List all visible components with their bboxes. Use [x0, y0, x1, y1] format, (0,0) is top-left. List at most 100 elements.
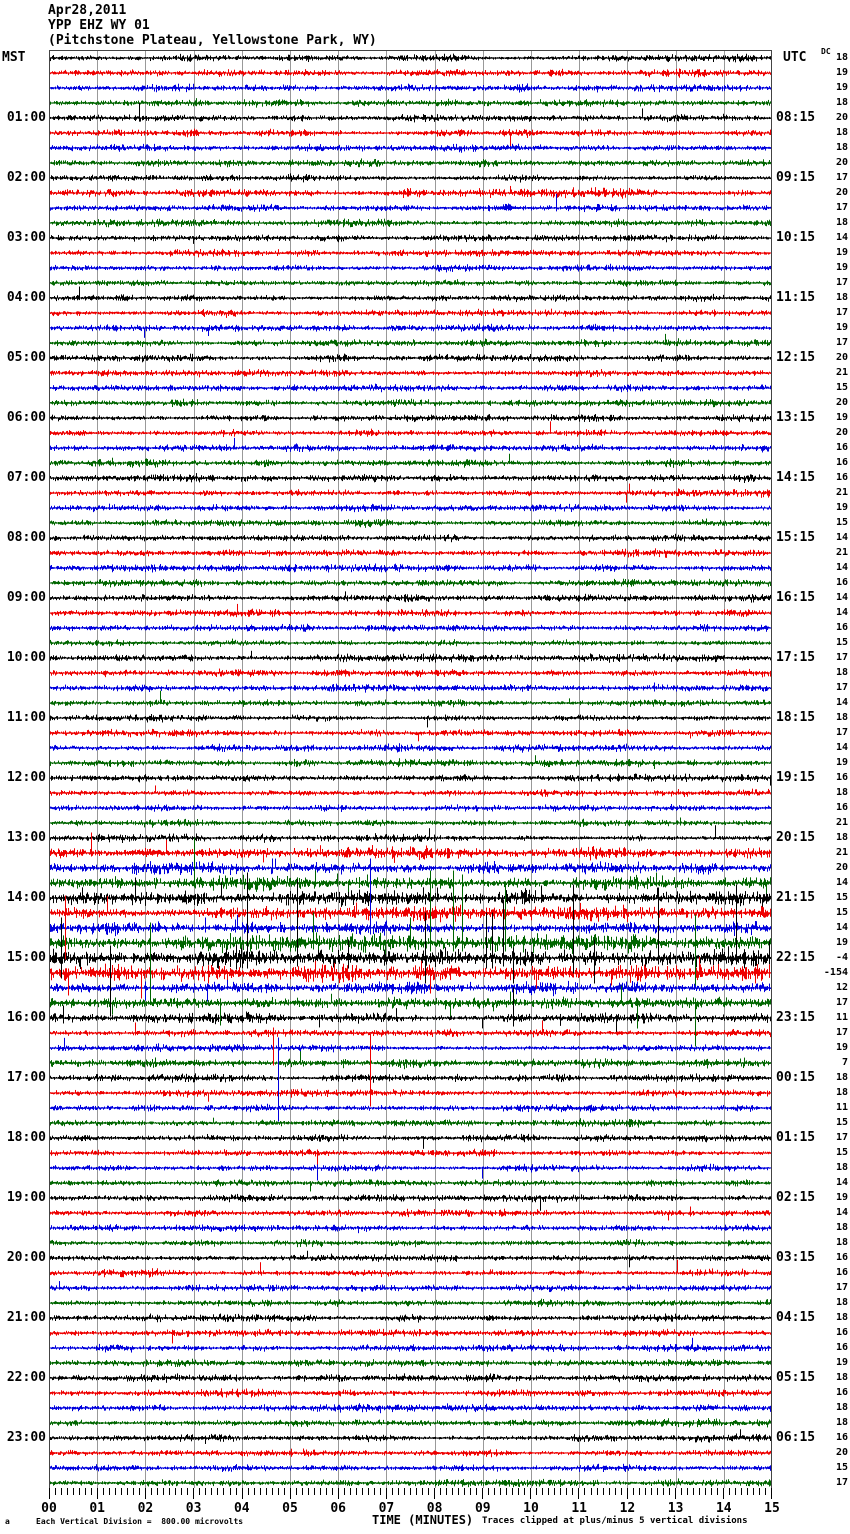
dc-offset-value: 20	[835, 1446, 848, 1458]
dc-column-label: DC	[821, 47, 831, 56]
footer-clip-note: Traces clipped at plus/minus 5 vertical …	[482, 1516, 748, 1526]
utc-time-label: 15:15	[776, 529, 816, 545]
utc-time-label: 03:15	[776, 1249, 816, 1265]
dc-offset-value: 18	[835, 1236, 848, 1248]
dc-offset-value: 14	[835, 561, 848, 573]
corner-mark: a	[5, 1517, 10, 1526]
dc-offset-value: 16	[835, 801, 848, 813]
dc-offset-value: 16	[835, 456, 848, 468]
dc-offset-value: 15	[835, 1461, 848, 1473]
utc-time-label: 22:15	[776, 949, 816, 965]
x-axis-tick-label: 08	[426, 1501, 443, 1516]
dc-offset-value: 17	[835, 171, 848, 183]
dc-offset-value: 14	[835, 591, 848, 603]
mst-time-label: 17:00	[6, 1069, 46, 1085]
dc-offset-value: 17	[835, 201, 848, 213]
dc-offset-value: 16	[835, 771, 848, 783]
dc-offset-value: 17	[835, 1476, 848, 1488]
utc-time-label: 18:15	[776, 709, 816, 725]
utc-time-label: 08:15	[776, 109, 816, 125]
dc-offset-value: 18	[835, 1161, 848, 1173]
dc-offset-value: 17	[835, 681, 848, 693]
dc-offset-value: 19	[835, 1041, 848, 1053]
mst-time-label: 22:00	[6, 1369, 46, 1385]
dc-offset-value: 14	[835, 1206, 848, 1218]
dc-offset-value: 7	[841, 1056, 848, 1068]
dc-offset-value: 20	[835, 156, 848, 168]
dc-offset-value: 18	[835, 291, 848, 303]
utc-time-label: 21:15	[776, 889, 816, 905]
dc-offset-value: 18	[835, 1401, 848, 1413]
dc-offset-value: 19	[835, 1191, 848, 1203]
dc-offset-value: 20	[835, 186, 848, 198]
mst-time-label: 12:00	[6, 769, 46, 785]
utc-time-label: 19:15	[776, 769, 816, 785]
x-axis-tick-label: 14	[715, 1501, 732, 1516]
mst-time-label: 09:00	[6, 589, 46, 605]
mst-time-label: 03:00	[6, 229, 46, 245]
utc-time-label: 14:15	[776, 469, 816, 485]
mst-time-label: 01:00	[6, 109, 46, 125]
header-station-location: (Pitchstone Plateau, Yellowstone Park, W…	[48, 33, 377, 48]
footer-scale-note: Each Vertical Division = 800.00 microvol…	[36, 1517, 244, 1526]
mst-time-label: 20:00	[6, 1249, 46, 1265]
dc-offset-value: 18	[835, 141, 848, 153]
dc-offset-value: 18	[835, 1071, 848, 1083]
dc-offset-value: 21	[835, 846, 848, 858]
utc-time-label: 16:15	[776, 589, 816, 605]
dc-offset-value: 18	[835, 51, 848, 63]
dc-offset-value: 20	[835, 351, 848, 363]
x-axis-tick-label: 15	[764, 1501, 780, 1516]
dc-offset-value: 17	[835, 726, 848, 738]
utc-time-label: 17:15	[776, 649, 816, 665]
dc-offset-value: 16	[835, 621, 848, 633]
utc-time-label: 10:15	[776, 229, 816, 245]
dc-offset-value: 18	[835, 786, 848, 798]
dc-offset-value: 19	[835, 501, 848, 513]
utc-time-label: 00:15	[776, 1069, 816, 1085]
utc-time-label: 13:15	[776, 409, 816, 425]
dc-offset-value: 16	[835, 441, 848, 453]
utc-time-label: 04:15	[776, 1309, 816, 1325]
dc-offset-value: 19	[835, 321, 848, 333]
dc-offset-value: 17	[835, 651, 848, 663]
dc-offset-value: 20	[835, 426, 848, 438]
dc-offset-value: 16	[835, 576, 848, 588]
dc-offset-value: 21	[835, 486, 848, 498]
dc-offset-value: 18	[835, 711, 848, 723]
dc-offset-value: -154	[823, 966, 848, 978]
dc-offset-value: 19	[835, 261, 848, 273]
x-axis-tick-label: 02	[137, 1501, 154, 1516]
dc-offset-value: 18	[835, 216, 848, 228]
right-timezone-label: UTC	[783, 50, 807, 65]
dc-offset-value: 17	[835, 1131, 848, 1143]
x-axis-tick-label: 06	[330, 1501, 347, 1516]
dc-offset-value: 17	[835, 336, 848, 348]
utc-time-label: 06:15	[776, 1429, 816, 1445]
dc-offset-value: 16	[835, 471, 848, 483]
dc-offset-value: 11	[835, 1011, 848, 1023]
mst-time-label: 16:00	[6, 1009, 46, 1025]
dc-offset-value: 15	[835, 516, 848, 528]
dc-offset-value: 14	[835, 606, 848, 618]
dc-offset-value: 17	[835, 996, 848, 1008]
dc-offset-value: 18	[835, 1221, 848, 1233]
header-station-code: YPP EHZ WY 01	[48, 18, 150, 33]
mst-time-label: 14:00	[6, 889, 46, 905]
dc-offset-value: 19	[835, 756, 848, 768]
dc-offset-value: 19	[835, 411, 848, 423]
mst-time-label: 15:00	[6, 949, 46, 965]
dc-offset-value: 15	[835, 906, 848, 918]
dc-offset-value: 19	[835, 81, 848, 93]
dc-offset-value: 18	[835, 126, 848, 138]
dc-offset-value: 16	[835, 1326, 848, 1338]
x-axis-tick-label: 05	[282, 1501, 298, 1516]
dc-offset-value: 12	[835, 981, 848, 993]
dc-offset-value: 20	[835, 396, 848, 408]
left-timezone-label: MST	[2, 50, 26, 65]
dc-offset-value: 17	[835, 1281, 848, 1293]
x-axis-tick-label: 10	[523, 1501, 539, 1516]
dc-offset-value: 16	[835, 1251, 848, 1263]
dc-offset-value: 14	[835, 231, 848, 243]
